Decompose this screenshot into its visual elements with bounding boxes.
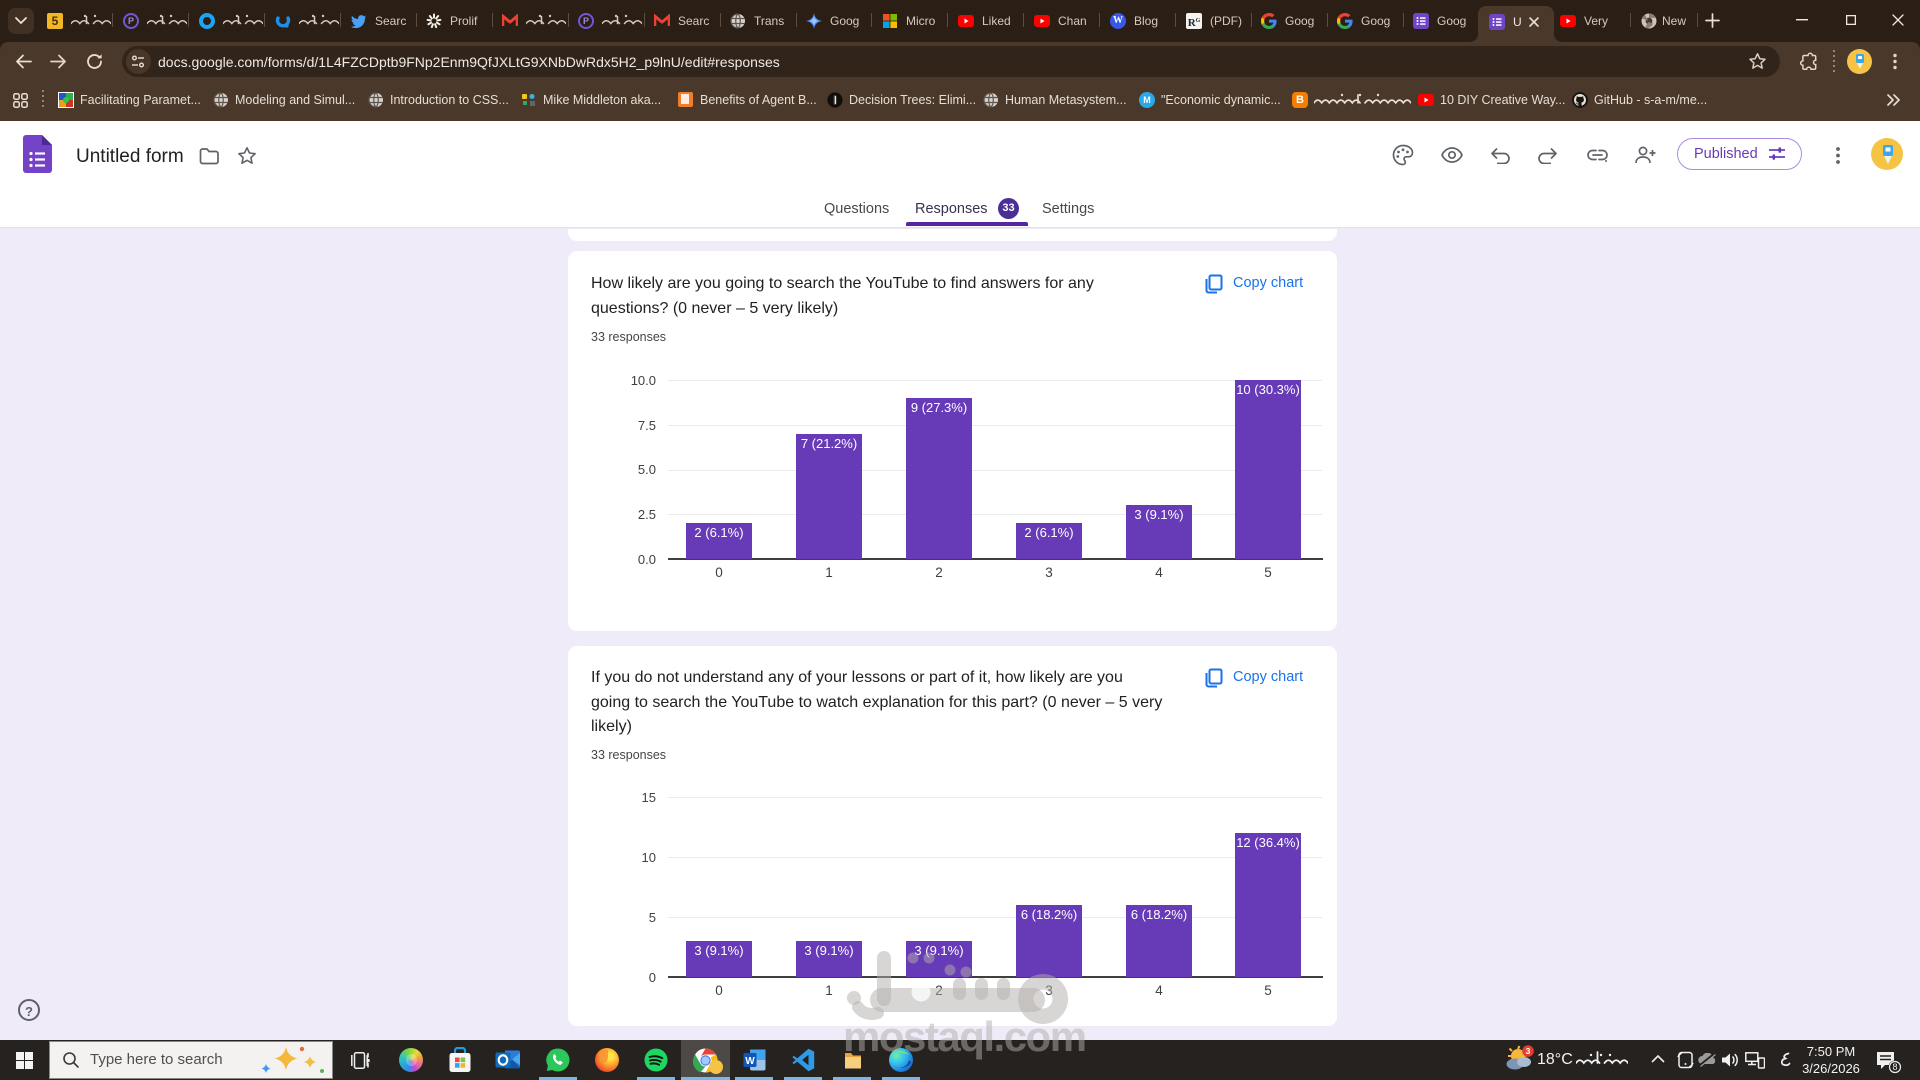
svg-text:W: W <box>745 1056 755 1067</box>
svg-text:8: 8 <box>1892 1062 1897 1072</box>
svg-text:3: 3 <box>1526 1046 1531 1056</box>
